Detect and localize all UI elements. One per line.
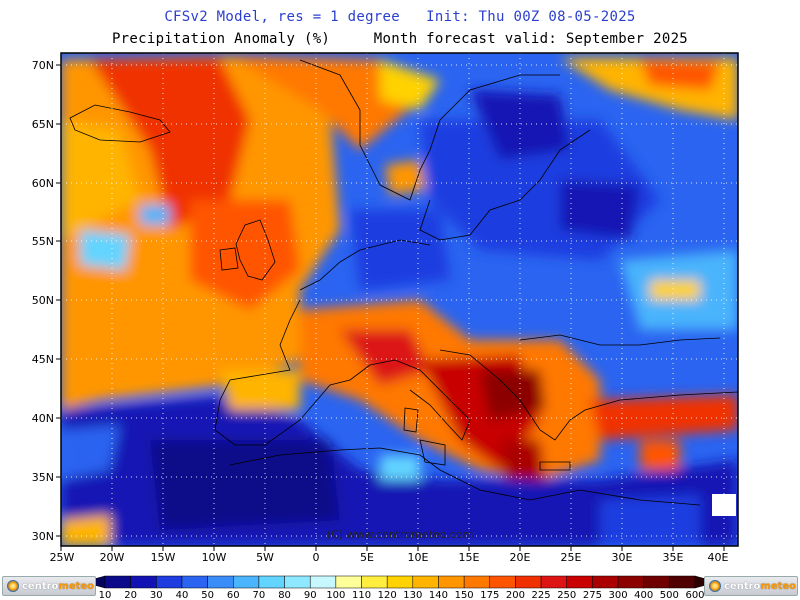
- lat-label: 40N: [32, 412, 54, 425]
- colorbar-label: 60: [227, 590, 240, 600]
- latitude-labels: 70N 65N 60N 55N 50N 45N 40N 35N 30N: [32, 59, 54, 543]
- colorbar-swatch: [412, 575, 439, 589]
- logo-accent: meteo: [58, 580, 95, 592]
- colorbar-label: 110: [352, 590, 371, 600]
- colorbar-swatch: [566, 575, 593, 589]
- colorbar-swatch: [207, 575, 234, 589]
- copyright-text: (C) www.centrometeo.com: [327, 528, 473, 541]
- colorbar-swatch: [233, 575, 260, 589]
- lon-label: 15W: [151, 551, 176, 564]
- colorbar-label: 50: [201, 590, 214, 600]
- lat-label: 30N: [32, 530, 54, 543]
- lat-label: 55N: [32, 235, 54, 248]
- lon-label: 35E: [663, 551, 684, 564]
- colorbar-swatch: [386, 575, 414, 589]
- lon-label: 30E: [612, 551, 633, 564]
- colorbar-swatch: [489, 575, 516, 589]
- colorbar-label: 30: [150, 590, 163, 600]
- lat-label: 35N: [32, 471, 54, 484]
- colorbar-swatch: [284, 575, 311, 589]
- colorbar-label: 250: [557, 590, 576, 600]
- colorbar-label: 70: [253, 590, 266, 600]
- colorbar-swatch: [617, 575, 644, 589]
- colorbar-label: 275: [583, 590, 602, 600]
- anomaly-field: [61, 53, 738, 546]
- lon-label: 5E: [360, 551, 374, 564]
- chart-title: CFSv2 Model, res = 1 degree Init: Thu 00…: [164, 9, 636, 25]
- colorbar-swatch: [335, 575, 362, 589]
- colorbar-swatch: [181, 575, 208, 589]
- lat-label: 70N: [32, 59, 54, 72]
- lon-label: 10E: [408, 551, 429, 564]
- colorbar-swatch: [643, 575, 670, 589]
- centrometeo-logo-left: centrometeo: [2, 576, 96, 596]
- coastlines: [69, 59, 738, 506]
- lon-label: 40E: [708, 551, 729, 564]
- colorbar-swatch: [309, 575, 337, 589]
- colorbar-label: 120: [378, 590, 397, 600]
- lon-label: 20E: [510, 551, 531, 564]
- logo-text: centro: [22, 580, 59, 592]
- colorbar-label: 600: [685, 590, 704, 600]
- colorbar-swatch: [258, 575, 285, 589]
- axis-ticks: [56, 64, 725, 551]
- colorbar-label: 150: [455, 590, 474, 600]
- logo-disc-icon: [7, 580, 19, 592]
- lat-label: 50N: [32, 294, 54, 307]
- longitude-labels: 25W 20W 15W 10W 5W 0 5E 10E 15E 20E 25E …: [50, 551, 729, 564]
- chart-subtitle: Precipitation Anomaly (%) Month forecast…: [111, 31, 689, 47]
- colorbar-swatch: [463, 575, 491, 589]
- colorbar-label: 80: [278, 590, 291, 600]
- colorbar-label: 140: [429, 590, 448, 600]
- lat-label: 60N: [32, 177, 54, 190]
- lon-label: 0: [313, 551, 320, 564]
- colorbar-label: 10: [99, 590, 112, 600]
- colorbar-swatch: [104, 575, 131, 589]
- logo-disc-icon: [709, 580, 721, 592]
- colorbar-swatch: [361, 575, 388, 589]
- colorbar-label: 200: [506, 590, 525, 600]
- colorbar-label: 300: [608, 590, 627, 600]
- colorbar-label: 90: [304, 590, 317, 600]
- logo-accent: meteo: [760, 580, 797, 592]
- colorbar-swatch: [438, 575, 465, 589]
- colorbar-label: 175: [480, 590, 499, 600]
- colorbar-swatch: [669, 575, 696, 589]
- lon-label: 5W: [256, 551, 274, 564]
- lat-label: 45N: [32, 353, 54, 366]
- lon-label: 10W: [202, 551, 227, 564]
- colorbar-label: 20: [124, 590, 137, 600]
- colorbar-swatch: [540, 575, 567, 589]
- graticule: [61, 53, 738, 546]
- colorbar-label: 225: [532, 590, 551, 600]
- colorbar: [82, 575, 718, 589]
- colorbar-labels: 10 20 30 40 50 60 70 80 90 100 110 120 130 140 150 175 2…: [99, 590, 705, 600]
- lon-label: 15E: [459, 551, 480, 564]
- centrometeo-logo-right: centrometeo: [704, 576, 798, 596]
- colorbar-label: 100: [326, 590, 345, 600]
- colorbar-label: 500: [660, 590, 679, 600]
- lon-label: 20W: [100, 551, 125, 564]
- colorbar-label: 400: [634, 590, 653, 600]
- colorbar-swatch: [515, 575, 542, 589]
- colorbar-swatch: [156, 575, 183, 589]
- colorbar-label: 130: [403, 590, 422, 600]
- colorbar-swatch: [592, 575, 619, 589]
- lon-label: 25W: [50, 551, 75, 564]
- logo-text: centro: [724, 580, 761, 592]
- colorbar-swatch: [130, 575, 157, 589]
- colorbar-label: 40: [176, 590, 189, 600]
- lat-label: 65N: [32, 118, 54, 131]
- lon-label: 25E: [561, 551, 582, 564]
